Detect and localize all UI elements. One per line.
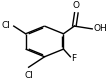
Text: F: F: [71, 54, 77, 63]
Text: Cl: Cl: [24, 71, 33, 80]
Text: O: O: [73, 1, 80, 10]
Text: Cl: Cl: [2, 21, 11, 30]
Text: OH: OH: [93, 24, 107, 33]
